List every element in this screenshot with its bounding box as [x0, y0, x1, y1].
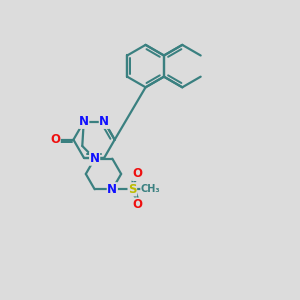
Text: CH₃: CH₃ — [141, 184, 160, 194]
Text: N: N — [107, 183, 117, 196]
Text: O: O — [50, 133, 60, 146]
Text: O: O — [133, 198, 142, 211]
Text: O: O — [133, 167, 142, 181]
Text: S: S — [128, 183, 136, 196]
Text: N: N — [99, 115, 110, 128]
Text: N: N — [90, 152, 100, 165]
Text: N: N — [79, 115, 89, 128]
